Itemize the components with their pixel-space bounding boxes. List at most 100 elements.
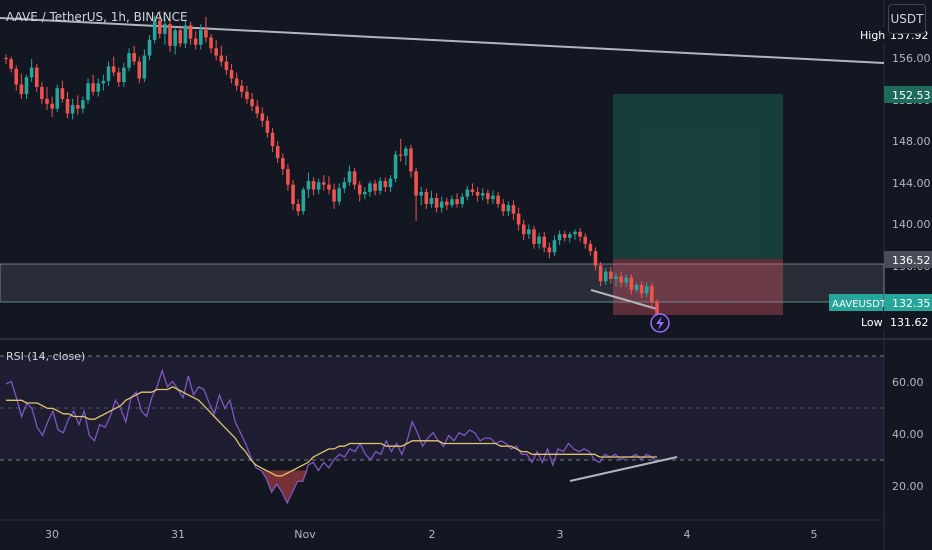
candle xyxy=(404,148,408,156)
candle xyxy=(19,84,24,95)
candle xyxy=(383,181,388,188)
candle xyxy=(86,83,90,101)
rsi-tick-label: 60.00 xyxy=(892,376,924,389)
candle xyxy=(501,204,506,212)
price-tick-label: 144.00 xyxy=(892,177,931,190)
candle xyxy=(373,183,377,191)
candle xyxy=(419,191,423,196)
time-tick-label: 2 xyxy=(429,528,436,541)
candle xyxy=(163,24,167,34)
candle xyxy=(240,85,244,92)
candle xyxy=(450,199,454,206)
candle xyxy=(455,199,459,205)
candle xyxy=(183,25,188,44)
candle xyxy=(578,231,582,237)
candle xyxy=(588,243,593,252)
rsi-line[interactable] xyxy=(5,368,658,505)
candle xyxy=(132,53,136,62)
rsi-tick-label: 20.00 xyxy=(892,480,924,493)
candle xyxy=(173,30,177,46)
candle xyxy=(50,103,54,109)
price-tick-label: 148.00 xyxy=(892,135,931,148)
price-tick-label: 140.00 xyxy=(892,218,931,231)
candle xyxy=(445,201,449,206)
candle xyxy=(45,98,49,104)
candle xyxy=(352,171,357,185)
candle xyxy=(388,178,393,188)
candle xyxy=(506,205,511,212)
candle xyxy=(14,68,19,85)
candle xyxy=(188,25,193,39)
candle xyxy=(270,132,275,147)
candle xyxy=(193,38,198,45)
lightning-icon[interactable] xyxy=(650,313,670,333)
candle xyxy=(552,240,557,253)
candle xyxy=(547,247,552,253)
candle xyxy=(655,301,659,320)
candle xyxy=(65,98,70,114)
target-zone[interactable] xyxy=(613,94,783,259)
candle xyxy=(152,20,157,40)
candle xyxy=(209,37,213,49)
time-tick-label: 30 xyxy=(45,528,59,541)
candle xyxy=(614,276,618,279)
candle xyxy=(34,67,39,87)
candle xyxy=(342,182,347,189)
candle xyxy=(322,182,326,185)
candle xyxy=(245,91,249,99)
candle xyxy=(122,67,126,83)
candle xyxy=(568,234,572,238)
candle xyxy=(301,189,306,212)
candle xyxy=(168,24,172,46)
candle xyxy=(491,195,495,200)
candle xyxy=(55,88,60,109)
candle xyxy=(357,184,362,195)
candle xyxy=(511,205,516,214)
candle xyxy=(465,189,470,197)
candle xyxy=(398,154,403,156)
candle xyxy=(629,277,634,290)
candle xyxy=(573,231,577,235)
candle xyxy=(296,204,300,212)
candle xyxy=(286,169,290,185)
candle xyxy=(603,271,608,282)
candle xyxy=(250,98,254,107)
price-tick-label: 156.00 xyxy=(892,52,931,65)
rsi-pane[interactable] xyxy=(0,340,884,520)
rsi-divergence-trendline[interactable] xyxy=(569,456,678,482)
candle xyxy=(496,195,500,205)
candle xyxy=(142,55,147,79)
candle xyxy=(9,59,13,69)
symbol-title[interactable]: AAVE / TetherUS, 1h, BINANCE xyxy=(6,10,188,24)
candle xyxy=(75,105,80,109)
candle xyxy=(116,72,121,83)
candle xyxy=(378,181,382,191)
candle xyxy=(393,154,398,179)
candle xyxy=(619,276,623,283)
currency-button[interactable]: USDT xyxy=(888,4,926,34)
candle xyxy=(424,191,429,205)
candles-group xyxy=(4,10,659,329)
last-price-tag: AAVEUSDT 132.35 xyxy=(829,294,932,311)
candle xyxy=(475,191,480,196)
candle xyxy=(91,83,95,92)
rsi-title[interactable]: RSI (14, close) xyxy=(6,350,86,363)
candle xyxy=(106,66,111,81)
symbol-label: AAVEUSDT xyxy=(832,299,887,310)
candle xyxy=(337,188,341,202)
candle xyxy=(557,234,562,241)
candle xyxy=(363,191,367,195)
descending-trendline[interactable] xyxy=(0,17,885,64)
candle xyxy=(214,48,218,56)
high-tag-label: High xyxy=(860,29,885,42)
rsi-ma-line[interactable] xyxy=(6,386,657,477)
candle xyxy=(127,53,131,68)
candle xyxy=(414,171,418,196)
time-tick-label: 4 xyxy=(684,528,691,541)
support-trendline[interactable] xyxy=(590,289,658,310)
candle xyxy=(650,286,654,302)
candle xyxy=(583,236,588,244)
resistance-zone[interactable] xyxy=(0,263,885,303)
stop-zone[interactable] xyxy=(613,259,783,315)
